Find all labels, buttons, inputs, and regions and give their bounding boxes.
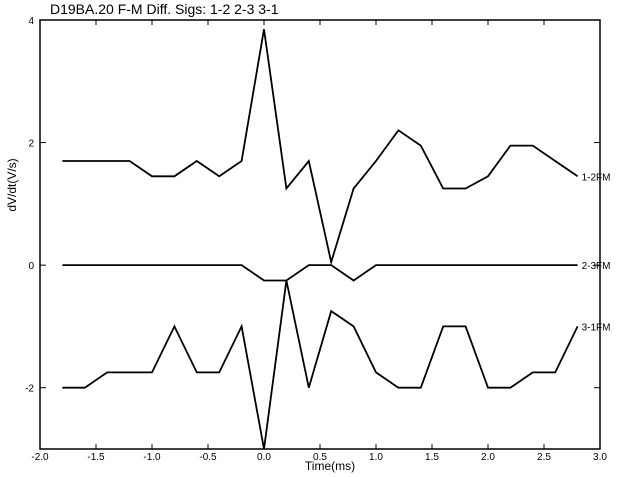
series-label-2-3FM: 2-3FM [582,261,611,272]
chart-title: D19BA.20 F-M Diff. Sigs: 1-2 2-3 3-1 [50,1,279,17]
series-line-2-3FM [62,264,578,282]
y-tick-label: -2 [25,384,34,395]
y-axis-title: dV/dt(V/s) [5,158,19,211]
x-tick-label: -2.0 [31,452,49,463]
series-layer: 1-2FM 2-3FM 3-1FM [62,29,611,450]
x-tick-label: 2.5 [537,452,551,463]
x-tick-label: 0.5 [313,452,327,463]
x-tick-label: 1.5 [425,452,439,463]
y-tick-label: 0 [28,261,34,272]
x-tick-label: -0.5 [199,452,217,463]
x-tick-label: 0.0 [257,452,271,463]
x-tick-label: 1.0 [369,452,383,463]
x-tick-label: 3.0 [593,452,607,463]
x-tick-label: -1.5 [87,452,105,463]
x-axis: -2.0 -1.5 -1.0 -0.5 0.0 0.5 1.0 1.5 2.0 2.5 3.0 [31,20,607,463]
x-axis-title: Time(ms) [305,459,355,473]
y-tick-label: 4 [28,16,34,27]
y-tick-label: 2 [28,139,34,150]
x-tick-label: 2.0 [481,452,495,463]
series-label-1-2FM: 1-2FM [582,172,611,183]
series-line-3-1FM [62,280,579,450]
y-axis: -2 0 2 4 [25,16,600,395]
x-tick-label: -1.0 [143,452,161,463]
series-line-1-2FM [62,29,579,266]
series-label-3-1FM: 3-1FM [582,322,611,333]
